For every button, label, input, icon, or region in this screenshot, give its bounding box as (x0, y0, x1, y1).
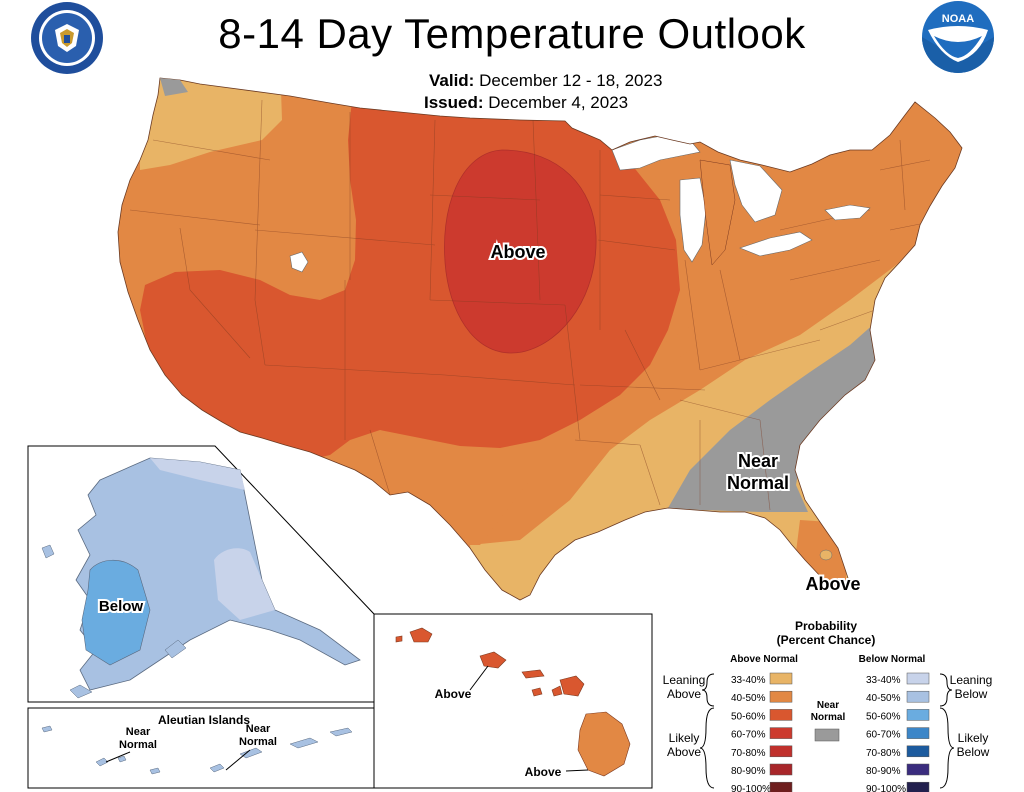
legend-above-range-label: 40-50% (731, 693, 766, 704)
legend-leaning-above-line1: Leaning (663, 673, 706, 687)
great-lakes (611, 133, 871, 263)
aleutian-near-1-line1: Near (126, 726, 151, 738)
brace-leaning-above (701, 673, 715, 707)
hawaii-inset: Above Above (373, 613, 653, 789)
legend-likely-above-line1: Likely (669, 731, 700, 745)
valid-dates: December 12 - 18, 2023 (479, 71, 663, 90)
aleutian-near-2-line1: Near (246, 723, 271, 735)
legend-below-range-label: 70-80% (866, 748, 901, 759)
legend-above-swatches: 33-40% 40-50% 50-60% 60-70% 70-80% 80-90% 90-1… (731, 672, 793, 792)
legend-above-swatch (769, 709, 793, 721)
legend-leaning-below-line2: Below (955, 687, 988, 701)
label-above-central: Above (490, 242, 545, 262)
legend-below-swatch (906, 727, 930, 739)
island-molokai (521, 669, 545, 679)
aleutian-title: Aleutian Islands (158, 713, 250, 727)
legend-above-range-label: 80-90% (731, 766, 766, 777)
legend-above-swatch (769, 745, 793, 758)
valid-line: Valid: December 12 - 18, 2023 (429, 71, 662, 91)
aleutian-near-1-line2: Normal (119, 739, 157, 751)
brace-likely-below (939, 707, 955, 789)
alaska-inset: Below (27, 445, 375, 703)
aleutian-near-2-line2: Normal (239, 736, 277, 748)
conus-map (117, 77, 963, 601)
legend-above-swatch (769, 672, 793, 685)
legend-above-range-label: 70-80% (731, 748, 766, 759)
legend-near-line2: Normal (811, 712, 846, 723)
legend-above-range-label: 50-60% (731, 711, 766, 722)
page-title: 8-14 Day Temperature Outlook (218, 10, 806, 57)
legend-title-line2: (Percent Chance) (777, 633, 876, 647)
legend-below-swatch (906, 690, 930, 703)
legend-above-range-label: 60-70% (731, 730, 766, 741)
legend-below-range-label: 40-50% (866, 693, 901, 704)
brace-leaning-below (939, 673, 953, 707)
legend-below-header: Below Normal (859, 654, 926, 665)
legend-near-line1: Near (817, 700, 839, 711)
island-kauai (409, 627, 433, 643)
legend-above-swatch (769, 727, 793, 739)
legend-below-swatches: 33-40% 40-50% 50-60% 60-70% 70-80% 80-90% 90-1… (866, 672, 930, 792)
legend-likely-below-line1: Likely (958, 731, 989, 745)
island-maui (559, 675, 585, 697)
legend-above-range-label: 33-40% (731, 675, 766, 686)
label-hawaii-above-2: Above (525, 765, 562, 779)
label-hawaii-above-1: Above (435, 687, 472, 701)
island-oahu (479, 651, 507, 669)
legend-below-range-label: 50-60% (866, 711, 901, 722)
legend-below-range-label: 80-90% (866, 766, 901, 777)
region-near-normal-southeast (668, 322, 878, 512)
legend-above-range-label: 90-100% (731, 784, 771, 792)
legend-likely-below-line2: Below (957, 745, 990, 759)
probability-legend: Probability (Percent Chance) Above Norma… (663, 619, 993, 792)
noaa-logo-icon: NOAA (922, 1, 994, 73)
legend-near-normal-swatch (814, 728, 840, 742)
issued-date: December 4, 2023 (488, 93, 629, 112)
label-alaska-below: Below (99, 598, 144, 615)
legend-below-range-label: 90-100% (866, 784, 906, 792)
legend-above-header: Above Normal (730, 654, 798, 665)
legend-above-swatch (769, 690, 793, 703)
island-big-island (577, 711, 631, 777)
legend-below-swatch (906, 763, 930, 776)
legend-likely-above-line2: Above (667, 745, 701, 759)
issued-label: Issued: (424, 93, 484, 112)
legend-below-swatch (906, 709, 930, 721)
legend-below-swatch (906, 672, 930, 685)
state-boundaries (129, 99, 941, 511)
label-above-florida: Above (805, 574, 860, 594)
legend-leaning-below-line1: Leaning (950, 673, 993, 687)
brace-likely-above (699, 707, 715, 789)
valid-label: Valid: (429, 71, 475, 90)
legend-below-range-label: 60-70% (866, 730, 901, 741)
legend-leaning-above-line2: Above (667, 687, 701, 701)
label-near-normal-line1: Near (738, 451, 778, 471)
label-near-normal-line2: Normal (727, 473, 789, 493)
department-of-commerce-seal-icon (31, 2, 103, 74)
legend-title-line1: Probability (795, 619, 857, 633)
alaska-below-50-60 (81, 559, 151, 666)
legend-above-swatch (769, 763, 793, 776)
legend-below-swatch (906, 745, 930, 758)
svg-text:NOAA: NOAA (942, 13, 974, 25)
legend-below-swatch (906, 781, 930, 792)
legend-above-swatch (769, 781, 793, 792)
aleutian-inset: Aleutian Islands Near Normal Near Normal (27, 707, 375, 789)
issued-line: Issued: December 4, 2023 (424, 93, 628, 113)
legend-below-range-label: 33-40% (866, 675, 901, 686)
